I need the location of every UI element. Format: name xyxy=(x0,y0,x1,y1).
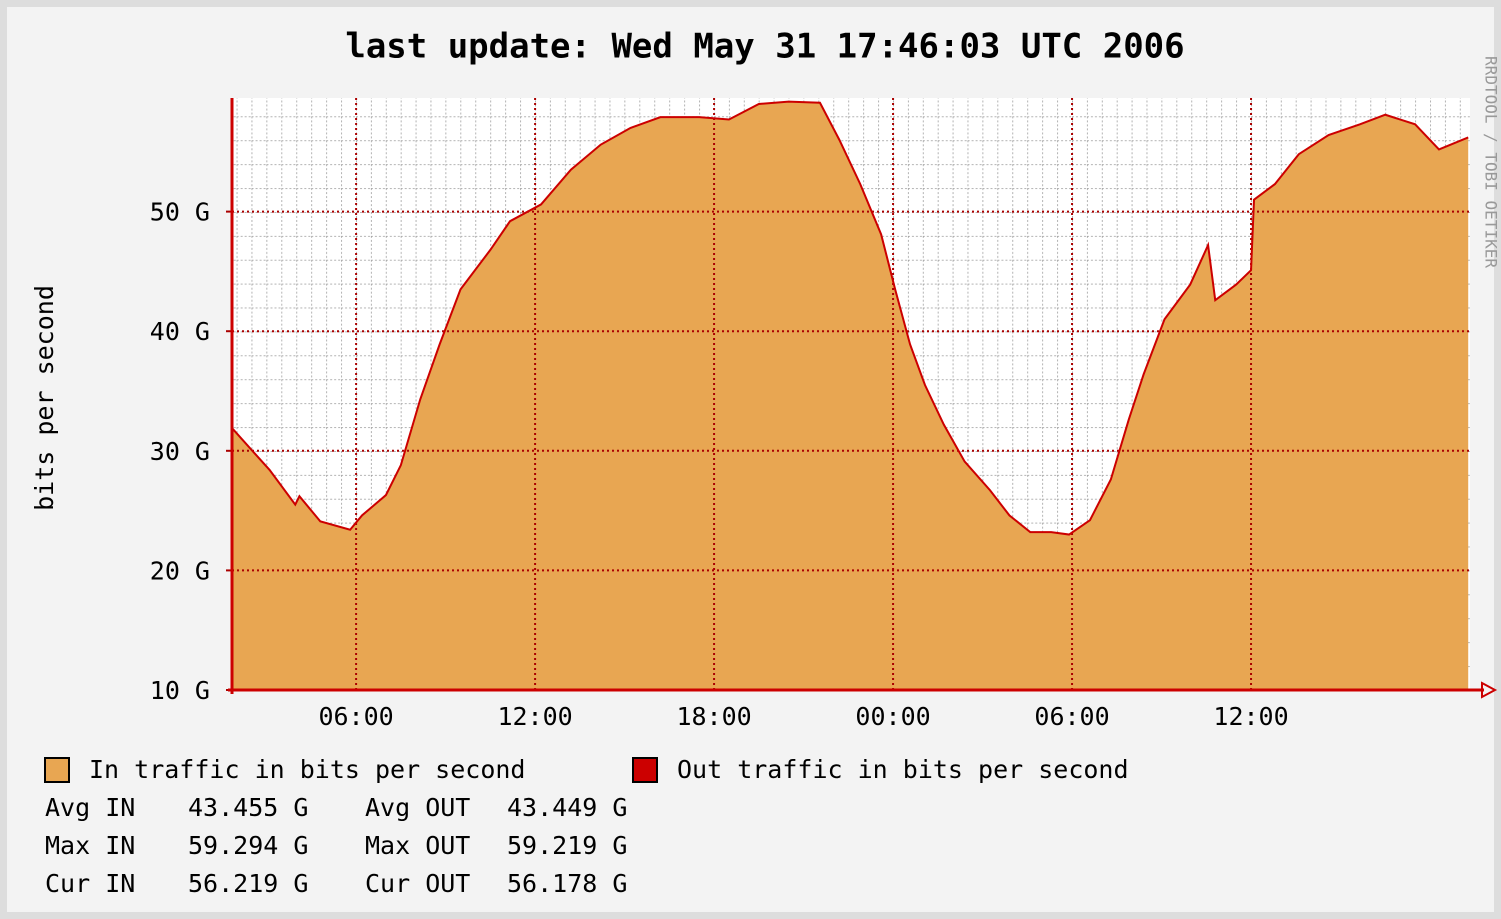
x-tick-label: 00:00 xyxy=(855,702,930,731)
x-tick-label: 06:00 xyxy=(318,702,393,731)
x-tick-label: 12:00 xyxy=(497,702,572,731)
legend-label: Out traffic in bits per second xyxy=(677,755,1129,784)
stat-text: Avg IN xyxy=(45,793,135,822)
stat-text: 56.178 G xyxy=(507,869,627,898)
area xyxy=(232,101,1469,690)
axis-arrow xyxy=(1481,681,1498,699)
y-tick-label: 40 G xyxy=(150,317,210,346)
x-tick-label: 18:00 xyxy=(676,702,751,731)
chart-title: last update: Wed May 31 17:46:03 UTC 200… xyxy=(345,27,1184,67)
y-tick-label: 50 G xyxy=(150,198,210,227)
stat-text: 43.449 G xyxy=(507,793,627,822)
y-axis-label: bits per second xyxy=(30,285,59,511)
stat-text: 59.294 G xyxy=(188,831,308,860)
legend-label: In traffic in bits per second xyxy=(89,755,526,784)
side-label: RRDTOOL / TOBI OETIKER xyxy=(1482,56,1501,268)
stat-text: Max OUT xyxy=(365,831,470,860)
y-tick-label: 10 G xyxy=(150,676,210,705)
stat-text: 59.219 G xyxy=(507,831,627,860)
y-tick-label: 20 G xyxy=(150,556,210,585)
stat-text: 56.219 G xyxy=(188,869,308,898)
stat-text: 43.455 G xyxy=(188,793,308,822)
stat-text: Avg OUT xyxy=(365,793,470,822)
stat-text: Cur OUT xyxy=(365,869,470,898)
line xyxy=(231,100,1469,536)
x-tick-label: 12:00 xyxy=(1213,702,1288,731)
legend-swatch xyxy=(44,757,70,783)
stat-text: Cur IN xyxy=(45,869,135,898)
stat-text: Max IN xyxy=(45,831,135,860)
legend-swatch xyxy=(632,757,658,783)
y-tick-label: 30 G xyxy=(150,437,210,466)
x-tick-label: 06:00 xyxy=(1034,702,1109,731)
